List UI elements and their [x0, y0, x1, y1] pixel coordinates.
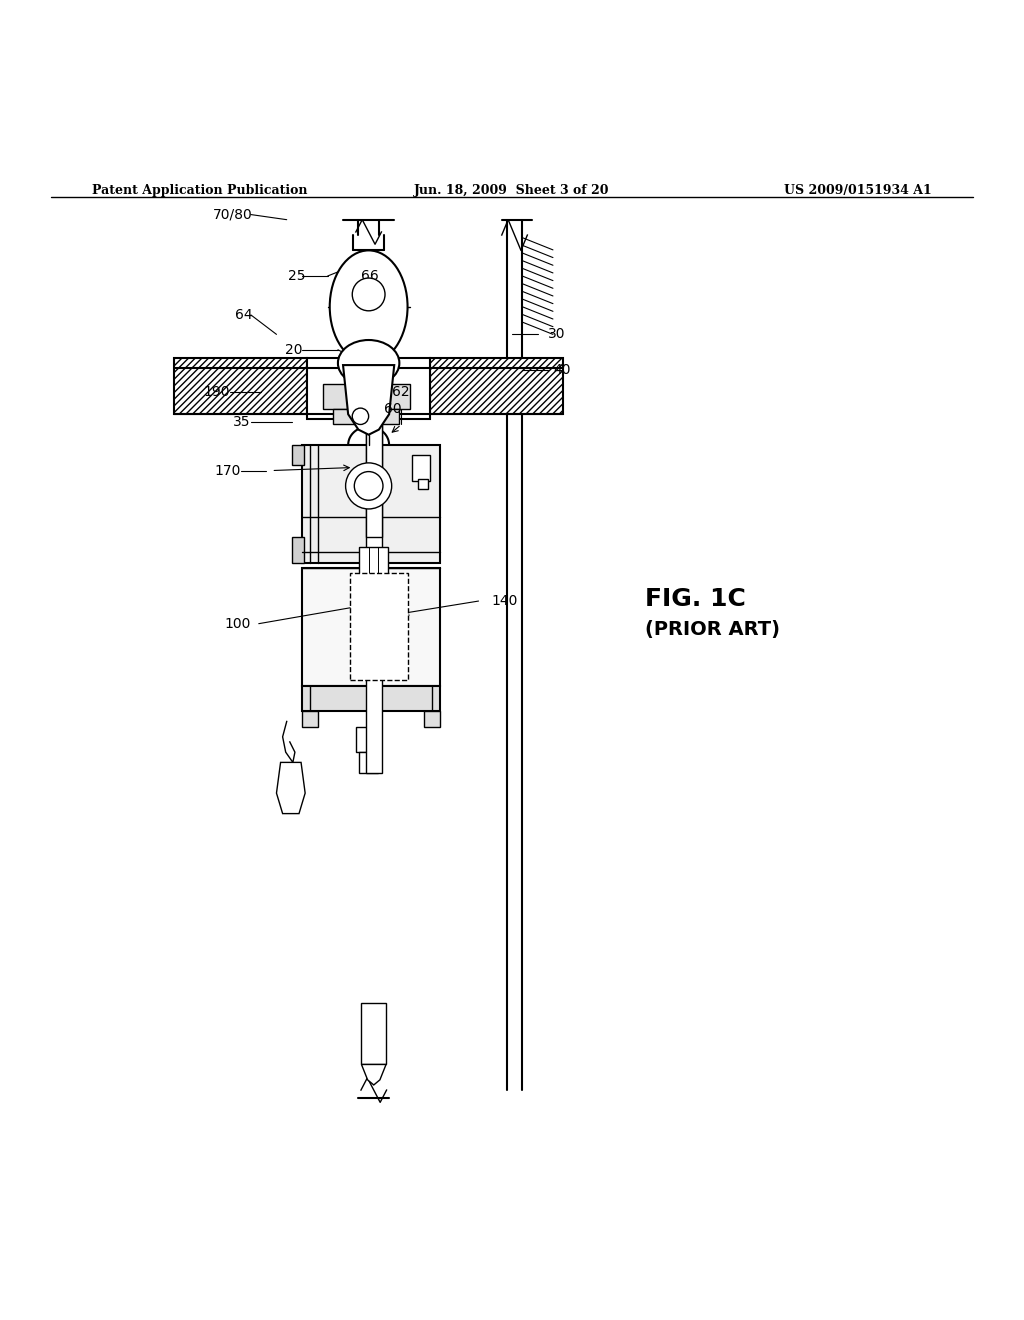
Bar — [366, 404, 382, 537]
Bar — [356, 726, 381, 752]
Text: 40: 40 — [553, 363, 570, 378]
Bar — [418, 479, 428, 488]
Circle shape — [352, 279, 385, 310]
Bar — [412, 455, 430, 480]
Bar — [174, 358, 307, 414]
Circle shape — [352, 408, 369, 425]
Bar — [323, 384, 410, 409]
Bar — [366, 333, 382, 347]
Bar — [302, 685, 440, 711]
Bar — [302, 711, 318, 726]
Text: US 2009/0151934 A1: US 2009/0151934 A1 — [784, 183, 932, 197]
Bar — [364, 589, 384, 609]
Text: 64: 64 — [236, 308, 253, 322]
Text: 62: 62 — [392, 384, 410, 399]
Polygon shape — [343, 366, 394, 434]
Text: 190: 190 — [204, 384, 230, 399]
Text: 70/80: 70/80 — [213, 207, 253, 222]
Text: 100: 100 — [224, 618, 251, 631]
Text: 20: 20 — [285, 343, 302, 356]
Text: 30: 30 — [548, 327, 565, 342]
Bar — [302, 445, 440, 562]
Text: (PRIOR ART): (PRIOR ART) — [645, 620, 780, 639]
Bar — [333, 409, 399, 425]
Bar — [350, 573, 408, 681]
Polygon shape — [361, 1064, 386, 1085]
Bar — [424, 711, 440, 726]
Bar — [360, 298, 387, 317]
Text: FIG. 1C: FIG. 1C — [645, 586, 746, 611]
Bar — [361, 1003, 386, 1064]
Ellipse shape — [345, 463, 392, 510]
Bar — [359, 548, 388, 589]
Text: 60: 60 — [384, 403, 401, 416]
Text: Jun. 18, 2009  Sheet 3 of 20: Jun. 18, 2009 Sheet 3 of 20 — [415, 183, 609, 197]
Text: 25: 25 — [288, 269, 305, 282]
Polygon shape — [276, 763, 305, 813]
Bar — [292, 537, 304, 562]
Bar — [366, 343, 382, 772]
Text: 140: 140 — [492, 594, 518, 607]
Text: 35: 35 — [233, 416, 251, 429]
Bar — [359, 752, 378, 772]
Bar — [307, 358, 430, 420]
Circle shape — [354, 471, 383, 500]
Bar — [364, 317, 384, 334]
Text: 170: 170 — [214, 463, 241, 478]
Ellipse shape — [330, 251, 408, 363]
Bar — [292, 445, 304, 466]
Bar — [302, 568, 440, 685]
Ellipse shape — [338, 341, 399, 385]
Bar — [366, 609, 382, 639]
Text: 66: 66 — [361, 269, 379, 282]
Text: Patent Application Publication: Patent Application Publication — [92, 183, 307, 197]
Bar — [430, 358, 563, 414]
